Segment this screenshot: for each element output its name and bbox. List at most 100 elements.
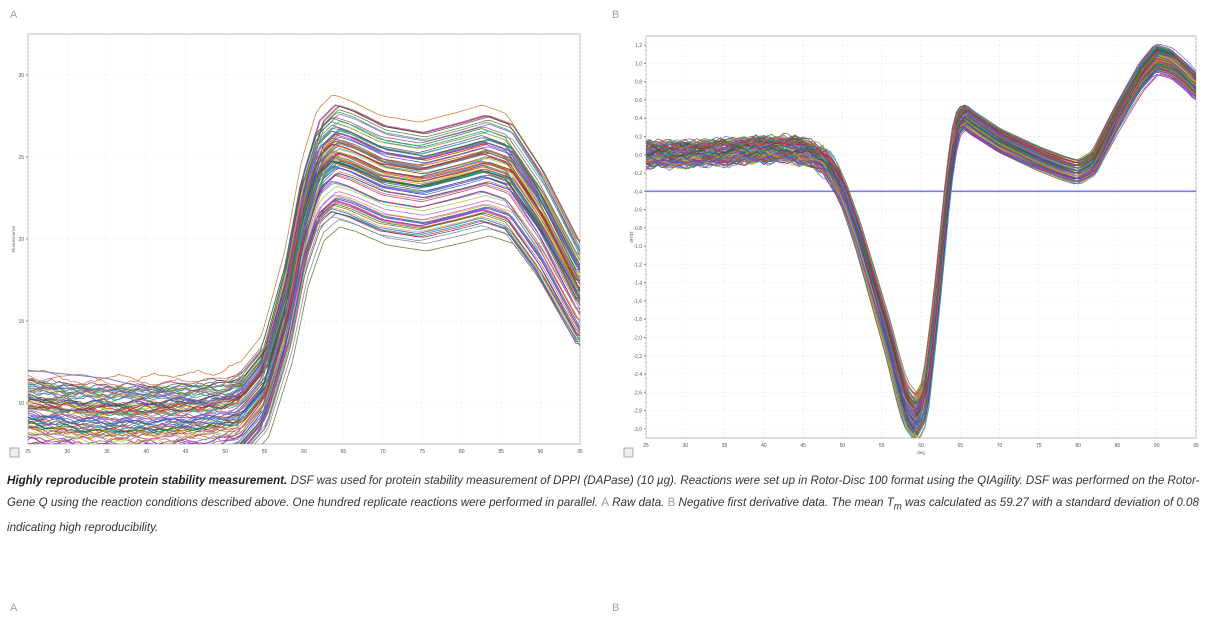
x-tick-label: 85 <box>498 449 504 455</box>
x-tick-label: 70 <box>380 449 386 455</box>
series-line <box>646 63 1196 404</box>
replicate-curves <box>646 43 1196 438</box>
chart-a-svg: 10 15 20 25 30 25 30 35 40 45 50 55 60 65 70 75 80 85 90 95… <box>9 33 583 458</box>
series-line <box>243 200 580 444</box>
x-tick-label: 65 <box>958 443 964 449</box>
y-tick-label: -1,0 <box>633 244 642 250</box>
y-tick-label: -2,8 <box>633 409 642 415</box>
y-tick-label: -1,2 <box>633 262 642 268</box>
x-tick-label: 45 <box>800 443 806 449</box>
series-line <box>646 52 1196 405</box>
corner-icon <box>9 447 20 458</box>
chart-b-svg: 1,2 1,0 0,8 0,6 0,4 0,2 0,0 -0,2 -0,4 -0,6 -0,8 -1,… <box>623 35 1199 458</box>
caption-end-text: was calculated as 59.27 with a standard … <box>7 495 1199 535</box>
series-line <box>240 204 580 444</box>
x-tick-label: 35 <box>104 449 110 455</box>
x-tick-label: 40 <box>761 443 767 449</box>
series-line <box>28 140 580 397</box>
series-line <box>28 109 580 393</box>
x-tick-label: 60 <box>918 443 924 449</box>
y-tick-label: 1,2 <box>635 43 642 49</box>
x-tick-label: 50 <box>840 443 846 449</box>
y-tick-label: -0,6 <box>633 208 642 214</box>
series-line <box>251 201 580 444</box>
panel-a-letter: A <box>10 9 18 21</box>
y-tick-label: 20 <box>18 237 24 243</box>
series-line <box>254 219 580 444</box>
y-tick-label: 0,0 <box>635 153 642 159</box>
x-tick-label: 50 <box>222 449 228 455</box>
x-tick-label: 70 <box>997 443 1003 449</box>
bottom-panel-a-letter: A <box>10 602 18 614</box>
x-tick-label: 80 <box>1075 443 1081 449</box>
series-line <box>646 69 1196 417</box>
caption-a-text: Raw data. <box>608 495 668 509</box>
caption-b-letter: B <box>667 495 676 509</box>
x-tick-label: 40 <box>144 449 150 455</box>
y-tick-label: 0,4 <box>635 116 642 122</box>
chart-b-derivative: 1,2 1,0 0,8 0,6 0,4 0,2 0,0 -0,2 -0,4 -0,6 -0,8 -1,… <box>620 30 1200 462</box>
figure-caption: Highly reproducible protein stability me… <box>7 470 1203 539</box>
caption-tm-subscript: m <box>893 500 902 512</box>
corner-icon <box>623 447 634 458</box>
series-line <box>28 124 580 409</box>
y-tick-label: -2,4 <box>633 372 642 378</box>
series-line <box>646 52 1196 411</box>
x-tick-label: 25 <box>643 443 649 449</box>
series-line <box>231 194 580 444</box>
series-line <box>28 173 580 426</box>
y-tick-label: -1,8 <box>633 317 642 323</box>
x-tick-label: 80 <box>459 449 465 455</box>
y-tick-label: -0,4 <box>633 189 642 195</box>
x-tick-label: 30 <box>65 449 71 455</box>
caption-b-text: Negative first derivative data. The mean… <box>675 495 894 509</box>
x-axis-label: deg <box>917 450 925 455</box>
replicate-curves <box>28 95 580 444</box>
y-tick-label: 0,8 <box>635 80 642 86</box>
y-tick-label: -1,6 <box>633 299 642 305</box>
y-tick-label: -2,2 <box>633 354 642 360</box>
y-tick-label: -2,6 <box>633 390 642 396</box>
bottom-panel-b-letter: B <box>612 602 620 614</box>
x-tick-label: 90 <box>1154 443 1160 449</box>
y-tick-label: -3,0 <box>633 427 642 433</box>
chart-a-raw-data: 10 15 20 25 30 25 30 35 40 45 50 55 60 65 70 75 80 85 90 95… <box>6 30 590 462</box>
y-tick-label: -0,2 <box>633 171 642 177</box>
series-line <box>28 154 580 444</box>
series-line <box>241 202 580 444</box>
outlier-series-line <box>28 131 580 407</box>
caption-a-letter: A <box>601 495 609 509</box>
x-tick-label: 95 <box>1193 443 1199 449</box>
x-tick-label: 30 <box>683 443 689 449</box>
x-tick-label: 75 <box>420 449 426 455</box>
y-axis-label: dF/dT <box>629 231 634 243</box>
series-line <box>261 226 580 444</box>
series-line <box>28 155 580 433</box>
y-axis-label: Fluorescence <box>11 225 16 253</box>
caption-title: Highly reproducible protein stability me… <box>7 474 288 487</box>
panel-b-letter: B <box>612 9 620 21</box>
y-tick-label: -2,0 <box>633 336 642 342</box>
series-line <box>28 122 580 394</box>
y-tick-label: 10 <box>18 401 24 407</box>
y-tick-label: -1,4 <box>633 281 642 287</box>
y-tick-label: 0,2 <box>635 135 642 141</box>
y-tick-label: 0,6 <box>635 98 642 104</box>
y-tick-label: 1,0 <box>635 61 642 67</box>
x-tick-label: 95 <box>577 449 583 455</box>
series-line <box>28 143 580 402</box>
x-tick-label: 35 <box>722 443 728 449</box>
x-tick-label: 65 <box>341 449 347 455</box>
y-tick-label: 15 <box>18 319 24 325</box>
y-tick-label: 25 <box>18 155 24 161</box>
x-tick-label: 55 <box>262 449 268 455</box>
x-tick-label: 60 <box>301 449 307 455</box>
y-tick-label: 30 <box>18 73 24 79</box>
x-tick-label: 85 <box>1115 443 1121 449</box>
x-tick-label: 90 <box>538 449 544 455</box>
y-tick-label: -0,8 <box>633 226 642 232</box>
series-line <box>28 130 580 399</box>
series-line <box>28 153 580 435</box>
x-tick-label: 55 <box>879 443 885 449</box>
x-tick-label: 45 <box>183 449 189 455</box>
